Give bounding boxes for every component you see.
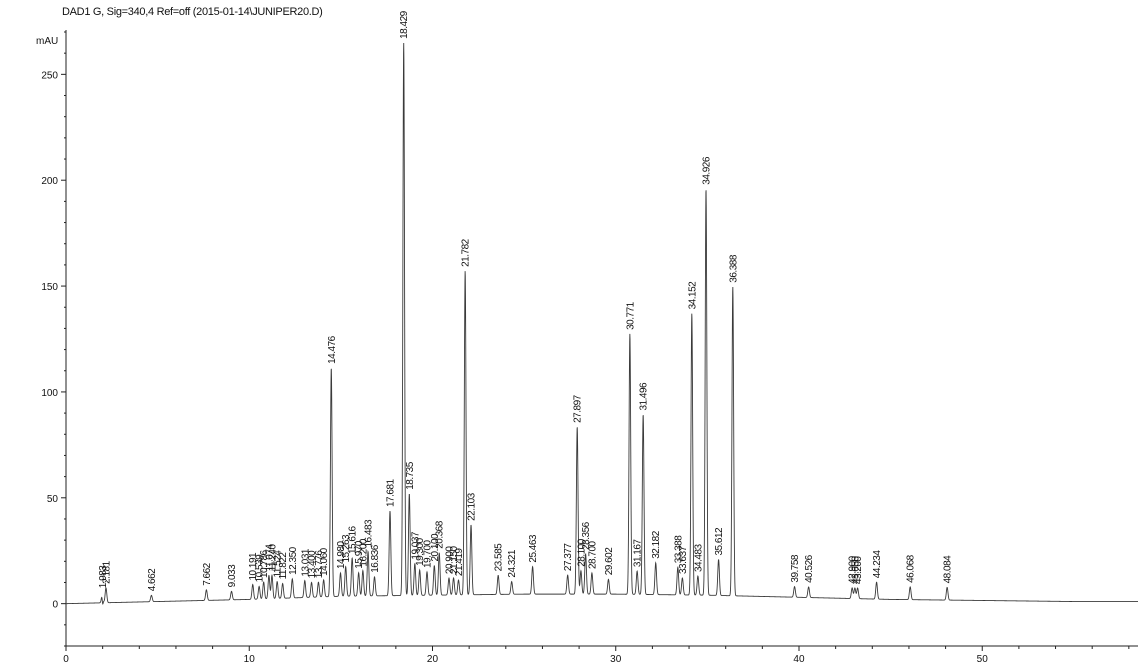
peak-label: 14.980 xyxy=(336,540,347,569)
peak-label: 10.786 xyxy=(259,549,270,578)
peak-label: 11.822 xyxy=(278,552,289,580)
x-tick-label: 30 xyxy=(610,654,622,663)
peak-label: 24.321 xyxy=(507,549,518,578)
peak-label: 35.612 xyxy=(714,527,725,556)
peak-label: 34.152 xyxy=(687,281,698,310)
peak-label: 27.897 xyxy=(573,394,584,423)
peak-label: 15.616 xyxy=(348,525,359,554)
peak-label: 4.662 xyxy=(147,568,158,591)
peak-label: 31.167 xyxy=(633,539,644,568)
peak-label: 36.388 xyxy=(728,254,739,283)
peak-label: 43.200 xyxy=(853,556,864,585)
peak-label: 13.776 xyxy=(314,550,325,579)
peak-label: 21.419 xyxy=(454,548,465,577)
peak-label: 18.429 xyxy=(399,10,410,39)
peak-label: 14.060 xyxy=(319,547,330,576)
peak-label: 15.263 xyxy=(341,534,352,563)
peak-label: 22.103 xyxy=(467,492,478,521)
peak-label: 39.758 xyxy=(790,554,801,583)
peak-label: 31.496 xyxy=(639,382,650,411)
x-tick-label: 0 xyxy=(63,654,69,663)
y-axis-unit-label: mAU xyxy=(36,36,58,47)
peak-label: 11.074 xyxy=(264,544,275,572)
peak-label: 29.602 xyxy=(604,547,615,576)
peak-label: 16.200 xyxy=(358,538,369,567)
axes: 0 50 100 150 200 250 mAU 0 10 20 30 40 50 xyxy=(36,30,1138,663)
peak-label: 11.240 xyxy=(268,544,279,572)
peak-label: 16.836 xyxy=(370,544,381,573)
peak-label: 21.150 xyxy=(449,545,460,574)
peak-label: 46.068 xyxy=(906,554,917,583)
peak-label: 19.700 xyxy=(423,539,434,568)
peak-label: 33.637 xyxy=(678,545,689,574)
peak-label: 27.377 xyxy=(563,543,574,572)
peak-label: 18.735 xyxy=(405,461,416,490)
peak-label: 19.300 xyxy=(415,537,426,566)
x-tick-label: 20 xyxy=(427,654,439,663)
y-tick-label: 150 xyxy=(41,282,58,293)
peak-label: 17.681 xyxy=(386,478,397,507)
peak-label: 23.585 xyxy=(494,543,505,572)
peak-label: 2.181 xyxy=(102,560,113,583)
peak-label: 10.191 xyxy=(248,552,259,581)
peak-label: 11.524 xyxy=(273,550,284,578)
x-tick-label: 40 xyxy=(793,654,805,663)
peak-label: 20.100 xyxy=(430,533,441,562)
peak-label: 28.700 xyxy=(587,540,598,569)
y-tick-label: 100 xyxy=(41,388,58,399)
y-tick-label: 200 xyxy=(41,176,58,187)
peak-label: 32.182 xyxy=(651,530,662,559)
peak-label: 43.050 xyxy=(850,555,861,584)
peak-label: 34.926 xyxy=(702,156,713,185)
peak-label: 30.771 xyxy=(625,301,636,330)
peak-label: 20.368 xyxy=(435,520,446,549)
peak-label: 19.037 xyxy=(410,531,421,560)
peak-label: 14.476 xyxy=(327,335,338,364)
peak-label: 44.234 xyxy=(872,550,883,579)
peak-label: 13.031 xyxy=(300,548,311,577)
chart-header-title: DAD1 G, Sig=340,4 Ref=off (2015-01-14\JU… xyxy=(62,6,323,18)
peak-label: 33.388 xyxy=(673,535,684,564)
peak-label: 1.983 xyxy=(98,565,109,588)
peak-label: 21.782 xyxy=(461,238,472,267)
peak-label: 13.400 xyxy=(307,550,318,579)
peak-label: 48.084 xyxy=(943,555,954,584)
peak-label: 10.539 xyxy=(255,554,266,583)
peak-label: 28.100 xyxy=(576,538,587,567)
signal-trace xyxy=(65,43,1138,605)
peak-label: 34.483 xyxy=(693,543,704,572)
peak-label: 28.356 xyxy=(581,521,592,550)
peak-label: 9.033 xyxy=(227,564,238,587)
peak-label: 42.900 xyxy=(848,555,859,584)
peak-label: 20.900 xyxy=(445,546,456,575)
peak-label: 16.483 xyxy=(364,519,375,548)
y-tick-label: 0 xyxy=(52,600,58,611)
y-tick-label: 50 xyxy=(47,494,59,505)
x-tick-label: 50 xyxy=(977,654,989,663)
x-tick-label: 10 xyxy=(244,654,256,663)
peak-label: 12.350 xyxy=(288,546,299,575)
peak-label: 7.662 xyxy=(202,562,213,585)
peak-label: 25.463 xyxy=(528,534,539,563)
peak-label: 15.970 xyxy=(354,540,365,569)
y-tick-label: 250 xyxy=(41,70,58,81)
peak-label: 40.526 xyxy=(804,554,815,583)
